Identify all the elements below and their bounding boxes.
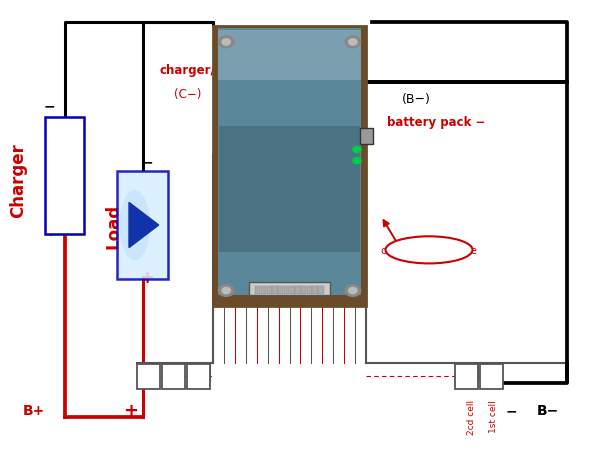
Bar [45,117,84,235]
Bar [117,171,168,280]
Circle shape [353,158,361,165]
Text: (B−): (B−) [402,93,431,106]
Bar [272,286,278,294]
Text: charger/load-: charger/load- [159,64,248,76]
Text: −: − [141,156,153,169]
Bar [301,286,307,294]
Bar [307,286,312,294]
Bar [218,31,361,81]
Text: Load: Load [105,203,123,248]
Bar [213,27,366,307]
Bar [162,364,185,389]
Text: Charger: Charger [9,143,27,218]
Bar [261,286,266,294]
Text: +: + [124,401,139,419]
Bar [218,29,361,295]
Bar [219,127,360,253]
Circle shape [345,285,361,297]
Bar [318,286,323,294]
Ellipse shape [386,237,473,264]
Circle shape [218,285,234,297]
Polygon shape [129,203,159,248]
Circle shape [349,40,357,46]
Text: −: − [43,99,55,113]
Circle shape [222,288,230,294]
Text: connect from here: connect from here [381,245,477,255]
Text: B−: B− [537,404,559,417]
Text: −: − [506,404,518,417]
Bar [187,364,210,389]
Text: B+: B+ [23,404,45,417]
Text: 2cd cell: 2cd cell [467,399,476,434]
Bar [455,364,478,389]
Bar [480,364,503,389]
Circle shape [345,37,361,49]
Circle shape [353,147,361,153]
Bar [137,364,160,389]
Bar [295,286,301,294]
Text: +: + [139,268,155,286]
Bar [266,286,272,294]
Bar [360,129,373,144]
Bar [284,286,289,294]
Bar [278,286,283,294]
Text: battery pack −: battery pack − [387,115,485,128]
Text: 1st cell: 1st cell [488,399,498,432]
Ellipse shape [119,190,150,261]
Circle shape [222,40,230,46]
Circle shape [349,288,357,294]
Bar [313,286,318,294]
Bar [255,286,260,294]
Text: +: + [42,221,57,239]
Bar [290,286,295,294]
Text: (C−): (C−) [174,88,202,101]
Circle shape [218,37,234,49]
Bar [249,283,330,295]
